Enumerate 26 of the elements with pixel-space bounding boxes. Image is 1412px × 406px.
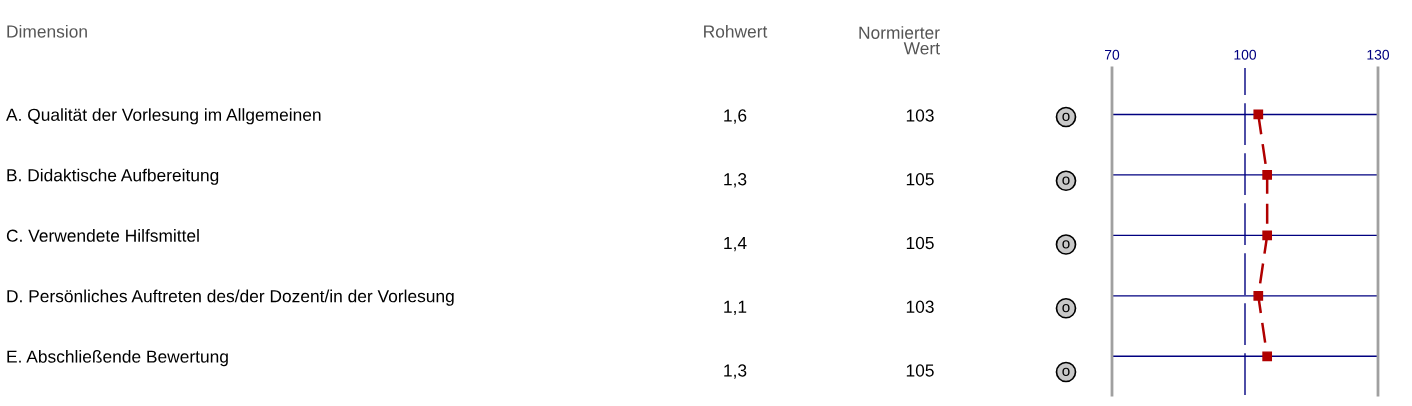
text: 1,3 <box>724 364 747 379</box>
text: Rohwert <box>704 24 768 38</box>
y-tick-label: D. Persönliches Auftreten des/der Dozent/in der Vorlesung <box>7 289 454 306</box>
data-label: 105 <box>906 173 934 186</box>
data-label: 103 <box>906 300 934 313</box>
y-tick-label: B. Didaktische Aufbereitung <box>7 168 219 185</box>
text: 1,6 <box>724 109 747 124</box>
x2-tick-label: 100 <box>1234 49 1257 60</box>
x2-tick-label: 70 <box>1104 49 1120 60</box>
y-tick-label: A. Qualität der Vorlesung im Allgemeinen <box>6 108 321 125</box>
data-label: 105 <box>906 364 934 377</box>
data-label: 103 <box>906 109 934 122</box>
text: Normierter Wert <box>859 26 940 55</box>
text: o <box>1062 240 1070 249</box>
text: o <box>1062 112 1070 122</box>
text: 1,1 <box>724 300 747 315</box>
x2-tick-label: 130 <box>1367 49 1390 60</box>
text: o <box>1062 176 1070 185</box>
text: 1,3 <box>724 173 747 188</box>
y-tick-label: C. Verwendete Hilfsmittel <box>6 229 199 242</box>
y-tick-label: E. Abschließende Bewertung <box>7 350 228 367</box>
text: Dimension <box>7 24 87 38</box>
text: 1,4 <box>724 237 747 252</box>
text: o <box>1062 303 1070 313</box>
text: o <box>1062 367 1070 377</box>
data-label: 105 <box>906 236 934 250</box>
